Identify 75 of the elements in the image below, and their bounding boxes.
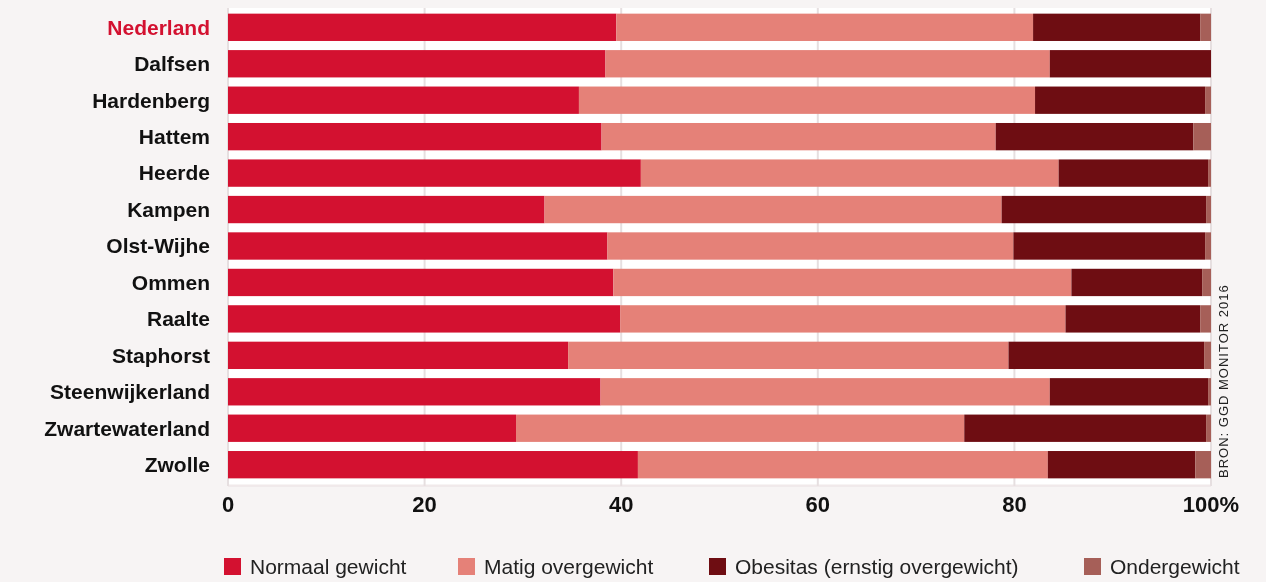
bar — [1205, 232, 1211, 260]
legend-label: Obesitas (ernstig overgewicht) — [735, 555, 1019, 578]
bar — [607, 232, 1014, 260]
x-tick-label: 100% — [1182, 492, 1240, 517]
bar — [1202, 268, 1211, 297]
y-tick-label: Olst-Wijhe — [106, 234, 210, 258]
y-tick-label: Kampen — [127, 197, 210, 221]
bar — [1204, 341, 1211, 370]
bar — [228, 13, 617, 41]
bar — [616, 13, 1034, 41]
bar — [1047, 451, 1196, 479]
bar — [1071, 268, 1203, 297]
y-tick-label: Heerde — [138, 161, 210, 185]
bar — [228, 159, 641, 187]
bar — [1065, 305, 1201, 333]
bar — [228, 232, 608, 260]
bar — [1013, 232, 1206, 260]
y-tick-label: Zwartewaterland — [44, 416, 210, 440]
bar — [964, 414, 1207, 442]
bar — [1049, 50, 1211, 78]
bar — [1206, 195, 1211, 224]
bar — [544, 195, 1002, 224]
bar — [228, 86, 579, 114]
legend-label: Ondergewicht — [1110, 555, 1240, 578]
text: BRON: GGD MONITOR 2016 — [1216, 284, 1231, 478]
bar — [1200, 305, 1211, 333]
bar — [1049, 378, 1209, 406]
bar — [1195, 451, 1211, 479]
y-tick-label: Steenwijkerland — [50, 380, 210, 404]
bar — [578, 86, 1036, 114]
bar — [1208, 378, 1211, 406]
bar — [228, 341, 569, 370]
bar — [605, 50, 1050, 78]
bar — [1193, 122, 1211, 151]
bar — [600, 378, 1050, 406]
y-tick-label: Nederland — [107, 15, 210, 39]
x-tick-label: 80 — [1002, 492, 1027, 517]
bar — [228, 414, 517, 442]
bar — [620, 305, 1066, 333]
bar — [1033, 13, 1201, 41]
bar — [637, 451, 1048, 479]
x-tick-label: 40 — [608, 492, 634, 517]
bar — [228, 305, 621, 333]
legend-label: Normaal gewicht — [250, 555, 407, 578]
bar — [228, 451, 638, 479]
y-tick-label: Hardenberg — [92, 88, 210, 112]
bar — [1208, 159, 1211, 187]
bar — [516, 414, 965, 442]
y-tick-label: Zwolle — [144, 453, 210, 477]
bar — [228, 195, 545, 224]
y-tick-label: Hattem — [138, 125, 210, 149]
bar — [1001, 195, 1207, 224]
bar — [228, 122, 602, 151]
bar — [601, 122, 996, 151]
bar — [568, 341, 1009, 370]
bar — [640, 159, 1059, 187]
bar — [228, 268, 614, 297]
y-tick-label: Ommen — [131, 270, 210, 294]
bar — [995, 122, 1194, 151]
bar — [613, 268, 1072, 297]
bar — [1200, 13, 1211, 41]
bar — [228, 50, 606, 78]
x-tick-label: 0 — [221, 492, 235, 517]
bar — [1206, 414, 1211, 442]
bar — [1058, 159, 1209, 187]
legend-label: Matig overgewicht — [484, 555, 654, 578]
y-tick-label: Dalfsen — [134, 52, 210, 76]
x-tick-label: 60 — [805, 492, 831, 517]
y-tick-label: Raalte — [146, 307, 210, 331]
bar — [228, 378, 601, 406]
bar — [1035, 86, 1206, 114]
y-tick-label: Staphorst — [111, 343, 210, 367]
x-tick-label: 20 — [412, 492, 437, 517]
bar — [1205, 86, 1211, 114]
bar — [1008, 341, 1205, 370]
